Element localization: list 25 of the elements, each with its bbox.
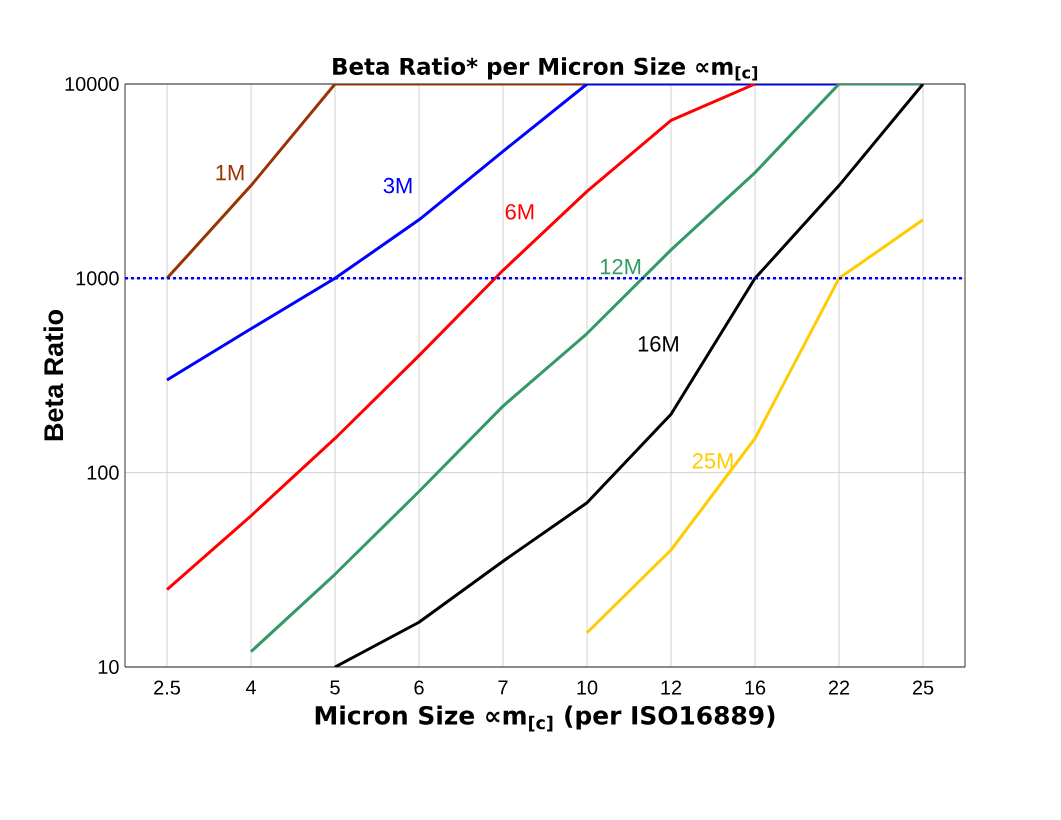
x-tick-label: 22 [828,680,850,695]
x-tick-label: 7 [498,680,508,695]
series-label: 1M [216,165,244,181]
series-label: 16M [638,336,678,352]
line-series [585,218,925,635]
series-label: 6M [505,204,534,220]
series-label: 12M [600,258,641,275]
x-tick-label: 10 [577,680,598,695]
x-tick-label: 5 [330,680,340,695]
y-tick-label: 10 [98,659,119,675]
line-series [165,84,757,592]
x-tick-label: 6 [414,680,424,695]
x-tick-label: 12 [661,680,682,695]
series-label: 3M [383,177,412,194]
x-axis-title: Micron Size ∝m$_{[c]}$ (per ISO16889) [315,705,775,732]
series-label: 25M [692,453,733,469]
y-axis-title: Beta Ratio [43,310,64,441]
y-tick-label: 10000 [65,76,119,92]
x-tick-label: 4 [245,680,256,695]
x-tick-label: 2.5 [154,680,181,695]
chart-title: Beta Ratio* per Micron Size ∝m$_{[c]}$ [333,57,758,81]
y-tick-label: 100 [87,465,119,480]
x-tick-label: 25 [912,680,934,695]
x-tick-label: 16 [745,680,766,695]
y-tick-label: 1000 [76,271,119,286]
